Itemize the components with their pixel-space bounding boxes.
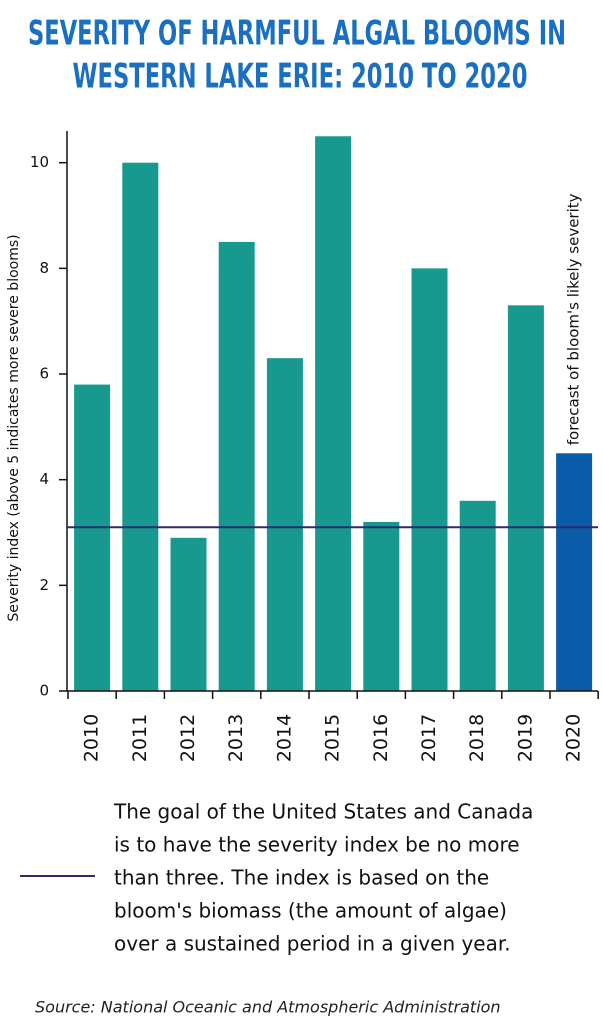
x-tick-label: 2014: [273, 714, 295, 762]
bar: [411, 268, 448, 691]
x-tick-label: 2018: [466, 714, 488, 762]
x-tick-label: 2016: [370, 714, 392, 762]
bar: [170, 537, 207, 691]
note: is to have the severity index be no more: [114, 833, 520, 857]
note: over a sustained period in a given year.: [114, 932, 511, 956]
y-axis-label: Severity index (above 5 indicates more s…: [6, 234, 22, 621]
y-tick-label: 6: [39, 365, 49, 383]
bar: [74, 384, 111, 691]
bar: [122, 162, 159, 691]
note: than three. The index is based on the: [114, 866, 489, 890]
x-tick-label: 2011: [129, 714, 151, 762]
bar: [218, 241, 255, 691]
note: The goal of the United States and Canada: [113, 800, 533, 824]
x-tick-label: 2019: [514, 714, 536, 762]
bar: [556, 453, 593, 691]
y-tick-label: 10: [30, 153, 49, 171]
x-tick-label: 2015: [322, 714, 344, 762]
y-tick-label: 0: [39, 682, 49, 700]
x-tick-label: 2020: [563, 714, 585, 762]
bar: [315, 136, 352, 691]
bar: [363, 521, 400, 691]
y-tick-label: 4: [39, 470, 49, 488]
x-tick-label: 2012: [177, 714, 199, 762]
chart-title: WESTERN LAKE ERIE: 2010 TO 2020: [73, 57, 528, 97]
annotation: forecast of bloom's likely severity: [565, 193, 583, 445]
bar: [266, 358, 303, 691]
x-tick-label: 2010: [81, 714, 103, 762]
x-tick-label: 2017: [418, 714, 440, 762]
note: bloom's biomass (the amount of algae): [114, 899, 507, 923]
source: Source: National Oceanic and Atmospheric…: [35, 998, 501, 1017]
x-tick-label: 2013: [225, 714, 247, 762]
chart-title: SEVERITY OF HARMFUL ALGAL BLOOMS IN: [28, 14, 566, 54]
bar: [459, 500, 496, 691]
y-tick-label: 2: [39, 576, 49, 594]
bar: [507, 305, 544, 691]
y-tick-label: 8: [39, 259, 49, 277]
